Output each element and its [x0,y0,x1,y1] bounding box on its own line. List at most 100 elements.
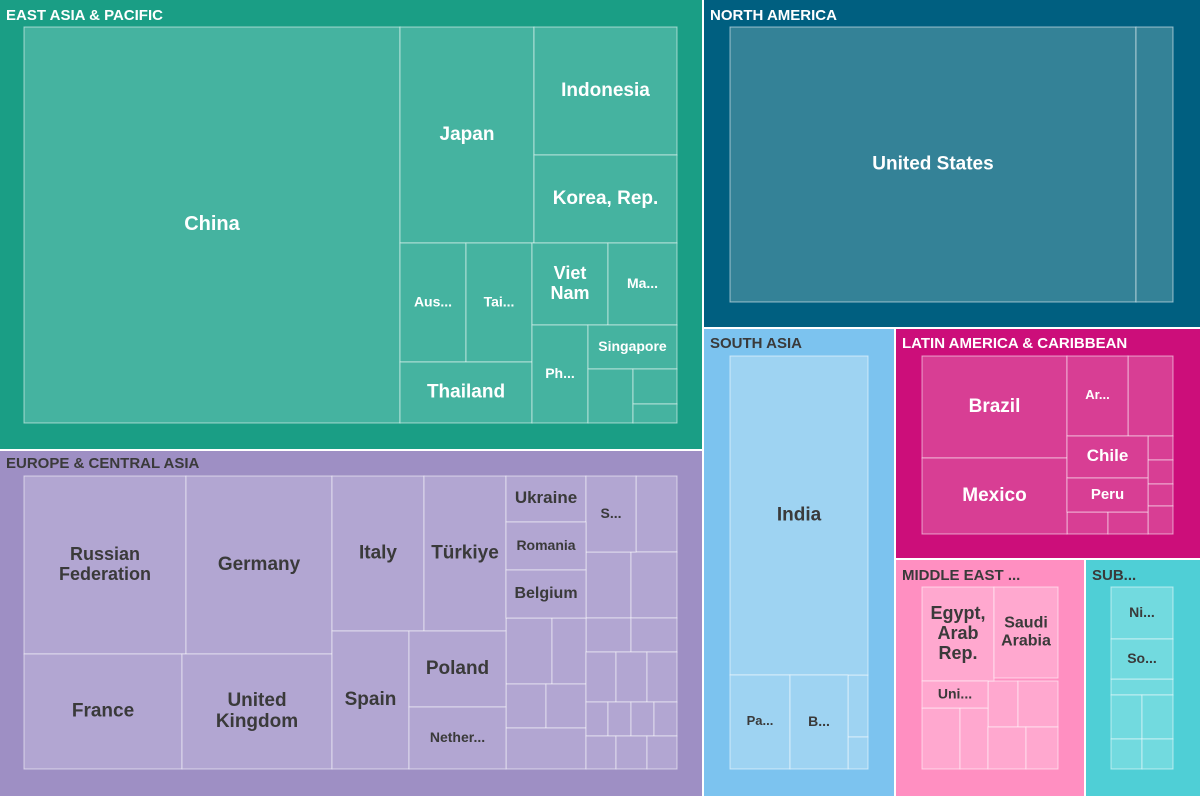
country-cell-unlabeled[interactable] [630,551,678,619]
country-cell[interactable] [505,569,587,619]
country-cell-unlabeled[interactable] [646,735,678,770]
country-korea-rep[interactable]: Korea, Rep. [533,154,678,244]
country-cell[interactable] [789,674,849,770]
country-cell[interactable] [505,521,587,571]
country-t-rkiye[interactable]: Türkiye [423,475,507,632]
country-cell[interactable] [408,706,507,770]
country-ma[interactable]: Ma... [607,242,678,326]
country-cell-unlabeled[interactable] [1110,738,1143,770]
country-ni[interactable]: Ni... [1110,586,1174,640]
country-cell[interactable] [1066,355,1129,437]
region-latin-america-caribbean[interactable]: Brazil Ar... Mexico Chile Peru LATIN AMERICA … [896,329,1200,558]
country-cell[interactable] [331,475,425,632]
country-cell-unlabeled[interactable] [585,651,617,703]
country-s[interactable]: S... [585,475,637,553]
country-mexico[interactable]: Mexico [921,457,1068,535]
country-japan[interactable]: Japan [399,26,535,244]
country-cell[interactable] [632,403,678,424]
country-tai[interactable]: Tai... [465,242,533,363]
country-cell[interactable] [423,475,507,632]
country-belgium[interactable]: Belgium [505,569,587,619]
country-viet-nam[interactable]: Viet Nam [531,242,609,326]
country-cell-unlabeled[interactable] [1110,694,1143,740]
country-cell-unlabeled[interactable] [585,617,632,653]
country-cell-unlabeled[interactable] [847,736,869,770]
country-cell-unlabeled[interactable] [1025,726,1059,770]
country-cell-unlabeled[interactable] [1017,680,1059,728]
country-so[interactable]: So... [1110,638,1174,680]
country-cell-unlabeled[interactable] [1147,435,1174,461]
country-ph[interactable]: Ph... [531,324,589,424]
country-cell[interactable] [1135,26,1174,303]
country-united-kingdom[interactable]: United Kingdom [181,653,333,770]
country-china[interactable]: China [23,26,401,424]
country-ar[interactable]: Ar... [1066,355,1129,437]
country-cell[interactable] [587,368,634,424]
country-cell-unlabeled[interactable] [1147,505,1174,535]
region-east-asia-pacific[interactable]: China Japan Indonesia Korea, Rep. Aus... Tai.… [0,0,702,449]
region-south-asia[interactable]: India Pa... B... SOUTH ASIA [704,329,894,796]
country-cell-unlabeled[interactable] [959,707,989,770]
country-cell[interactable] [181,653,333,770]
country-uni[interactable]: Uni... [921,680,989,709]
country-cell-unlabeled[interactable] [646,651,678,703]
country-cell[interactable] [531,324,589,424]
country-cell[interactable] [1110,638,1174,680]
country-cell-unlabeled[interactable] [987,726,1027,770]
country-egypt-arab-rep[interactable]: Egypt, Arab Rep. [921,586,995,682]
country-brazil[interactable]: Brazil [921,355,1068,459]
country-cell[interactable] [533,26,678,156]
country-cell[interactable] [531,242,609,326]
country-peru[interactable]: Peru [1066,477,1149,513]
region-middle-east[interactable]: Egypt, Arab Rep. Saudi Arabia Uni... MIDDLE EA… [896,560,1084,796]
country-cell-unlabeled[interactable] [1127,355,1174,437]
country-cell[interactable] [23,26,401,424]
country-cell[interactable] [1110,586,1174,640]
country-cell-unlabeled[interactable] [1066,511,1109,535]
country-cell-unlabeled[interactable] [607,701,632,737]
country-cell[interactable] [921,680,989,709]
country-spain[interactable]: Spain [331,630,410,770]
country-cell-unlabeled[interactable] [1110,678,1174,696]
country-cell[interactable] [1135,26,1174,303]
country-cell-unlabeled[interactable] [847,674,869,738]
country-cell[interactable] [533,154,678,244]
country-singapore[interactable]: Singapore [587,324,678,370]
region-north-america[interactable]: United States NORTH AMERICA [704,0,1200,327]
country-cell-unlabeled[interactable] [987,680,1019,728]
country-cell-unlabeled[interactable] [630,617,678,653]
country-india[interactable]: India [729,355,869,676]
country-romania[interactable]: Romania [505,521,587,571]
country-cell[interactable] [585,475,637,553]
country-cell-unlabeled[interactable] [505,683,547,729]
country-ukraine[interactable]: Ukraine [505,475,587,523]
country-cell-unlabeled[interactable] [505,727,587,770]
country-cell[interactable] [921,355,1068,459]
country-united-states[interactable]: United States [729,26,1137,303]
country-cell[interactable] [607,242,678,326]
country-cell-unlabeled[interactable] [1147,459,1174,485]
country-cell-unlabeled[interactable] [585,551,632,619]
country-cell-unlabeled[interactable] [1147,483,1174,507]
country-cell-unlabeled[interactable] [551,617,587,685]
country-cell[interactable] [185,475,333,655]
country-thailand[interactable]: Thailand [399,361,533,424]
country-nether[interactable]: Nether... [408,706,507,770]
country-cell-unlabeled[interactable] [585,735,617,770]
country-cell[interactable] [632,368,678,405]
country-cell-unlabeled[interactable] [630,701,655,737]
country-russian-federation[interactable]: Russian Federation [23,475,187,655]
region-sub[interactable]: Ni... So... SUB... [1086,560,1200,796]
country-cell-unlabeled[interactable] [1107,511,1149,535]
country-cell[interactable] [23,653,183,770]
country-cell-unlabeled[interactable] [585,701,609,737]
country-chile[interactable]: Chile [1066,435,1149,479]
country-cell[interactable] [23,475,187,655]
country-cell-unlabeled[interactable] [545,683,587,729]
country-cell[interactable] [729,674,791,770]
country-cell-unlabeled[interactable] [635,475,678,553]
country-pa[interactable]: Pa... [729,674,791,770]
country-cell[interactable] [1066,435,1149,479]
country-cell[interactable] [399,26,535,244]
country-cell[interactable] [505,475,587,523]
